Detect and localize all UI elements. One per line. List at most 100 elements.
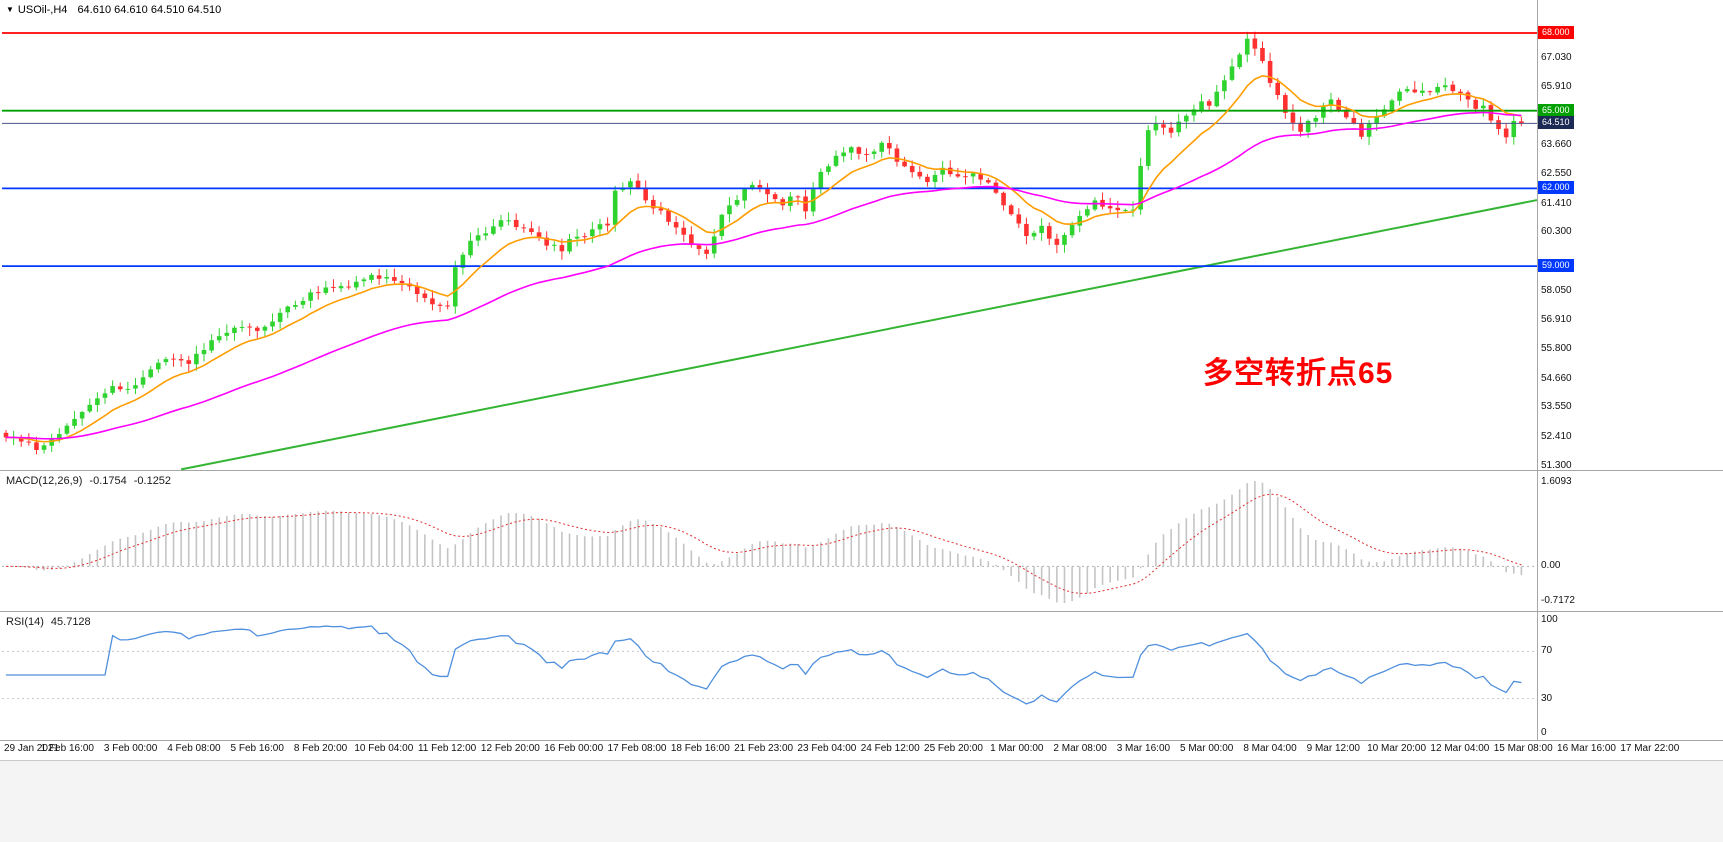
candle-body [894,148,900,162]
candle-body [422,293,428,299]
candle-body [1184,115,1189,122]
candle-body [871,151,877,154]
candle-body [95,398,100,405]
candle-body [201,350,207,355]
candle-body [925,176,930,183]
symbol-name: USOil-,H4 [17,4,68,16]
candle-body [1039,225,1044,233]
rsi-name: RSI(14) [6,616,44,628]
candle-body [1412,89,1418,93]
candle-body [1062,234,1067,245]
candle-body [1442,85,1448,88]
chart-annotation[interactable]: 多空转折点65 [1203,357,1394,390]
candle-body [1260,47,1265,62]
candle-body [87,404,93,412]
candle-body [818,171,824,189]
candle-body [681,227,687,235]
candle-body [1168,127,1174,133]
candle-body [64,425,70,434]
candle-body [826,166,831,172]
candle-body [41,445,47,450]
candle-body [1016,214,1022,224]
macd-indicator-label: MACD(12,26,9) -0.1754 -0.1252 [6,475,178,487]
candle-body [506,220,511,222]
candle-body [628,181,633,188]
candle-body [1123,209,1128,211]
candle-body [567,239,572,252]
candle-body [194,353,199,365]
candle-body [125,388,131,390]
candle-body [1427,91,1433,93]
candle-body [1069,225,1075,236]
candle-body [734,200,740,205]
candle-body [803,196,808,212]
candle-body [468,240,473,256]
candle-body [704,249,709,254]
rsi-line [6,625,1522,705]
candle-body [1130,209,1136,211]
candle-body [742,188,747,201]
candle-body [1206,101,1212,106]
candle-body [597,224,603,230]
candle-body [338,286,344,289]
candle-body [1465,92,1471,100]
candle-body [635,180,641,189]
candle-body [1222,80,1227,92]
candle-body [1397,91,1402,101]
candle-body [1145,130,1151,166]
candle-body [178,358,184,361]
candle-body [102,393,108,398]
candle-body [1473,99,1478,109]
candle-body [513,219,519,228]
candle-body [1031,232,1037,237]
candle-body [605,223,610,226]
candle-body [1450,84,1456,92]
candle-body [392,277,397,281]
candle-body [1343,109,1349,118]
candle-body [963,176,968,178]
candle-body [369,274,374,280]
candle-body [475,235,481,241]
ohlc-values: 64.610 64.610 64.510 64.510 [77,4,222,16]
candle-body [879,142,885,152]
candle-body [1511,120,1517,138]
candle-body [315,292,321,294]
candle-body [140,377,146,385]
candle-body [1458,91,1463,94]
candle-body [1107,206,1113,209]
candle-body [254,327,260,331]
candle-body [1214,91,1220,107]
candle-body [346,286,351,288]
candle-body [559,245,565,252]
candle-body [1389,100,1395,110]
candle-body [399,280,405,284]
candle-body [529,228,534,232]
candle-body [300,300,306,305]
candle-body [947,167,953,175]
candle-body [1298,122,1303,132]
candle-body [72,418,77,426]
candle-body [148,369,153,378]
candle-body [331,286,336,288]
candle-body [521,227,527,229]
candle-body [765,187,770,195]
macd-value-signal: -0.1252 [133,475,172,487]
candle-body [833,155,839,166]
candle-body [308,292,313,301]
candle-body [902,161,907,167]
symbol-dropdown-icon[interactable]: ▼ [6,5,14,14]
candle-body [1359,123,1364,137]
candle-body [590,229,595,237]
trend-line-long-ma [180,199,1538,471]
candle-body [460,254,466,268]
candle-body [216,336,222,341]
candle-body [795,196,801,198]
candle-body [1054,238,1060,245]
bottom-empty-strip [0,760,1723,842]
candle-body [1382,109,1387,117]
candle-body [437,304,443,306]
candle-body [483,233,489,236]
candle-body [1519,121,1524,124]
candle-body [749,184,755,189]
